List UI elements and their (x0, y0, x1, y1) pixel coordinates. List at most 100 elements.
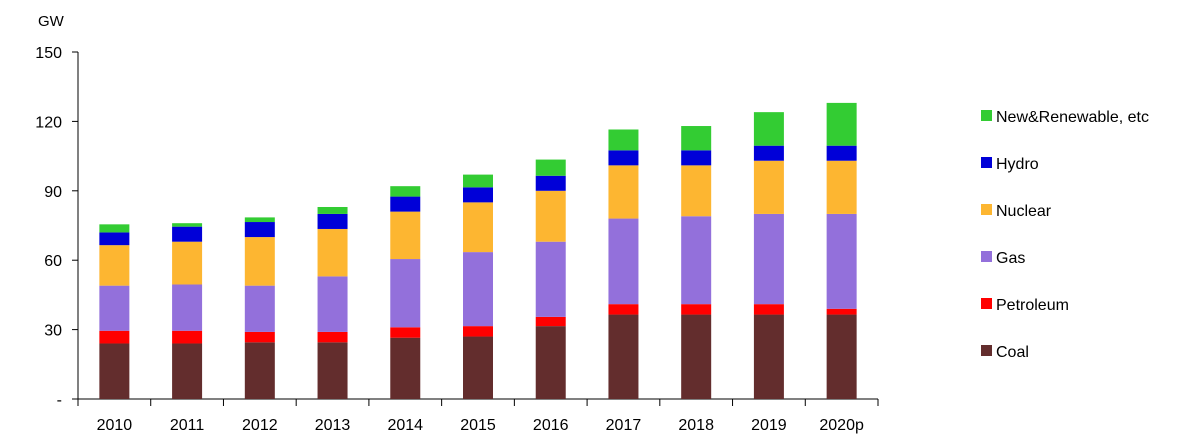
bar-segment-new-renewable-etc (753, 112, 784, 146)
bar-segment-hydro (317, 213, 348, 229)
legend-swatch-coal (981, 345, 992, 356)
legend-swatch-petroleum (981, 298, 992, 309)
bar-segment-coal (535, 326, 566, 399)
bar-segment-coal (99, 343, 130, 399)
bar-segment-new-renewable-etc (681, 126, 712, 151)
bar-segment-nuclear (608, 165, 639, 219)
bar-segment-nuclear (826, 160, 857, 214)
bar-segment-coal (463, 336, 493, 399)
x-tick-label: 2012 (242, 417, 278, 434)
x-tick-label: 2014 (387, 417, 423, 434)
bar-segment-new-renewable-etc (826, 102, 857, 146)
bar-segment-coal (681, 314, 712, 399)
bar-segment-hydro (753, 145, 784, 161)
legend: New&Renewable, etc Hydro Nuclear Gas Petrole… (981, 109, 1149, 361)
legend-label-petroleum: Petroleum (996, 297, 1069, 314)
y-tick-label: 90 (44, 184, 62, 201)
bar-segment-gas (463, 252, 493, 327)
bar-segment-nuclear (99, 245, 130, 286)
bar-segment-coal (172, 343, 203, 399)
bar-segment-petroleum (317, 331, 348, 343)
legend-swatch-gas (981, 251, 992, 262)
legend-label-nuclear: Nuclear (996, 203, 1052, 220)
legend-swatch-new-renewable-etc (981, 110, 992, 121)
bar-segment-hydro (390, 196, 421, 212)
bar-segment-coal (826, 314, 857, 399)
bar-segment-coal (608, 314, 639, 399)
bar-segment-petroleum (753, 304, 784, 315)
bar-segment-nuclear (463, 202, 493, 253)
y-tick-label: - (57, 392, 62, 409)
bar-segment-hydro (99, 232, 130, 246)
legend-label-hydro: Hydro (996, 156, 1039, 173)
bar-segment-nuclear (317, 228, 348, 277)
bar-segment-new-renewable-etc (244, 217, 275, 223)
x-tick-label: 2020p (819, 417, 864, 434)
bar-segment-coal (390, 337, 421, 399)
legend-swatch-nuclear (981, 204, 992, 215)
bar-segment-nuclear (172, 241, 203, 285)
bar-segment-petroleum (172, 330, 203, 344)
bar-segment-nuclear (244, 237, 275, 286)
x-tick-label: 2010 (97, 417, 133, 434)
bar-segment-new-renewable-etc (463, 174, 493, 188)
x-tick-label: 2019 (751, 417, 787, 434)
bar-segment-new-renewable-etc (390, 186, 421, 197)
bar-stacks (99, 102, 857, 399)
y-tick-label: 30 (44, 323, 62, 340)
bar-segment-new-renewable-etc (608, 129, 639, 151)
bar-segment-petroleum (535, 316, 566, 327)
bar-segment-hydro (463, 187, 493, 203)
bar-segment-nuclear (390, 211, 421, 260)
bar-segment-hydro (681, 150, 712, 166)
x-tick-label: 2013 (315, 417, 351, 434)
legend-label-gas: Gas (996, 250, 1025, 267)
bar-segment-petroleum (390, 327, 421, 338)
bar-segment-hydro (172, 226, 203, 242)
bar-segment-gas (244, 285, 275, 332)
bar-segment-new-renewable-etc (172, 223, 203, 227)
bar-segment-petroleum (681, 304, 712, 315)
bar-segment-new-renewable-etc (99, 224, 130, 233)
bar-segment-gas (317, 276, 348, 332)
bar-segment-nuclear (753, 160, 784, 214)
bar-segment-coal (753, 314, 784, 399)
y-axis-ticks: - 30 60 90 120 150 (35, 45, 78, 409)
x-tick-label: 2018 (678, 417, 714, 434)
bar-segment-gas (681, 216, 712, 305)
bar-segment-hydro (608, 150, 639, 166)
bar-segment-coal (317, 342, 348, 399)
bar-segment-hydro (535, 175, 566, 191)
bar-segment-gas (99, 285, 130, 331)
bar-segment-gas (172, 284, 203, 331)
bar-segment-hydro (244, 222, 275, 238)
legend-label-new-renewable-etc: New&Renewable, etc (996, 109, 1149, 126)
x-tick-label: 2016 (533, 417, 569, 434)
x-axis-ticks: 2010 2011 2012 2013 2014 2015 2016 2017 2018 2019… (77, 399, 879, 434)
bar-segment-gas (535, 241, 566, 317)
x-tick-label: 2015 (460, 417, 496, 434)
bar-segment-new-renewable-etc (317, 206, 348, 214)
bar-segment-petroleum (826, 308, 857, 315)
y-tick-label: 120 (35, 114, 62, 131)
bar-segment-gas (390, 259, 421, 328)
y-tick-label: 150 (35, 45, 62, 62)
bar-segment-nuclear (535, 190, 566, 242)
x-tick-label: 2011 (170, 417, 205, 434)
bar-segment-nuclear (681, 165, 712, 217)
bar-segment-gas (608, 218, 639, 305)
bar-segment-petroleum (608, 304, 639, 315)
bar-segment-hydro (826, 145, 857, 161)
y-axis-unit-label: GW (38, 13, 65, 30)
bar-segment-petroleum (463, 326, 493, 337)
y-tick-label: 60 (44, 253, 62, 270)
bar-segment-petroleum (244, 331, 275, 343)
bar-segment-new-renewable-etc (535, 159, 566, 176)
bar-segment-gas (826, 213, 857, 309)
legend-swatch-hydro (981, 157, 992, 168)
x-tick-label: 2017 (606, 417, 642, 434)
legend-label-coal: Coal (996, 344, 1029, 361)
bar-segment-petroleum (99, 330, 130, 344)
bar-segment-coal (244, 342, 275, 399)
